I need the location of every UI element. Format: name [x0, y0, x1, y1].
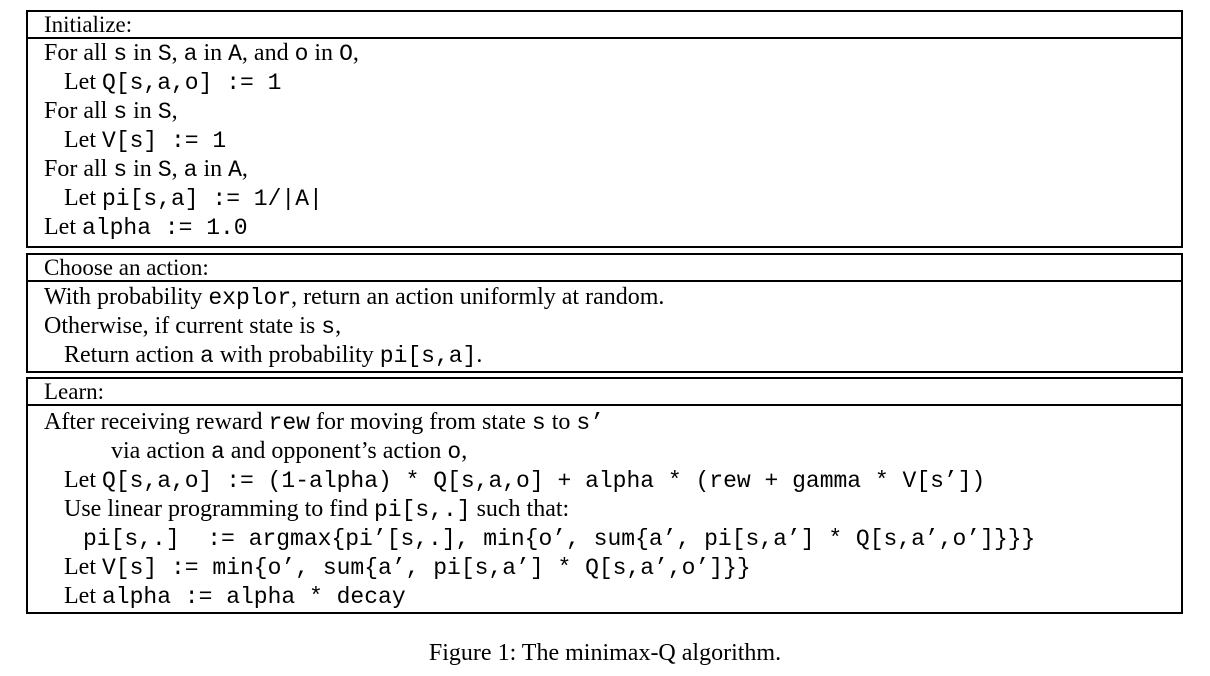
code-token: a	[183, 41, 198, 67]
code-line: Let V[s] := min{o’, sum{a’, pi[s,a’] * Q…	[64, 553, 751, 583]
section-header: Choose an action:	[28, 255, 1181, 282]
code-token: s	[113, 41, 128, 67]
initialize-section: Initialize: For all s in S, a in A, and …	[26, 10, 1183, 248]
text-token: ,	[171, 98, 178, 124]
code-line: Let alpha := 1.0	[44, 213, 248, 243]
section-header: Initialize:	[28, 12, 1181, 39]
code-token: pi[s,a]	[379, 343, 477, 369]
text-token: Let	[64, 583, 102, 609]
text-token: Let	[64, 69, 102, 95]
text-token: Use linear programming to find	[64, 496, 374, 522]
code-token: s	[531, 410, 546, 436]
code-token: pi[s,.] := argmax{pi’[s,.], min{o’, sum{…	[83, 526, 1036, 552]
text-token: with probability	[213, 342, 380, 368]
text-token: For all	[44, 98, 114, 124]
text-token: such that:	[470, 496, 570, 522]
code-token: s	[113, 157, 128, 183]
text-token: in	[127, 98, 158, 124]
code-token: o	[447, 439, 462, 465]
text-token: Let	[64, 554, 102, 580]
text-token: Otherwise, if current state is	[44, 313, 322, 339]
code-line: For all s in S, a in A, and o in O,	[44, 39, 359, 69]
text-token: for moving from state	[309, 409, 532, 435]
text-token: For all	[44, 156, 114, 182]
code-token: explor	[208, 285, 292, 311]
text-token: Let	[64, 467, 102, 493]
code-line: Let V[s] := 1	[64, 126, 226, 156]
code-line: Let Q[s,a,o] := 1	[64, 68, 281, 98]
text-token: in	[197, 40, 229, 66]
text-token: Let	[44, 214, 82, 240]
code-line: Otherwise, if current state is s,	[44, 312, 341, 342]
code-token: a	[210, 439, 225, 465]
text-token: via action	[111, 438, 211, 464]
code-token: s	[321, 314, 336, 340]
text-token: , return an action uniformly at random.	[291, 284, 665, 310]
text-token: and opponent’s action	[224, 438, 448, 464]
text-token: After receiving reward	[44, 409, 269, 435]
code-line: pi[s,.] := argmax{pi’[s,.], min{o’, sum{…	[83, 524, 1035, 554]
code-line: Return action a with probability pi[s,a]…	[64, 341, 482, 371]
text-token: ,	[335, 313, 342, 339]
code-line: For all s in S, a in A,	[44, 155, 248, 185]
choose-action-section: Choose an action: With probability explo…	[26, 253, 1183, 373]
text-token: For all	[44, 40, 114, 66]
figure-caption: Figure 1: The minimax-Q algorithm.	[428, 640, 782, 666]
code-token: S	[157, 41, 172, 67]
text-token: ,	[352, 40, 359, 66]
code-line: Let Q[s,a,o] := (1-alpha) * Q[s,a,o] + a…	[64, 466, 985, 496]
code-token: V[s] := 1	[101, 128, 227, 154]
text-token: in	[127, 40, 158, 66]
text-token: ,	[171, 40, 184, 66]
code-token: s’	[576, 410, 605, 436]
code-line: After receiving reward rew for moving fr…	[44, 408, 604, 438]
text-token: ,	[461, 438, 468, 464]
text-token: , and	[241, 40, 295, 66]
code-token: pi[s,.]	[373, 497, 471, 523]
code-token: Q[s,a,o] := (1-alpha) * Q[s,a,o] + alpha…	[101, 468, 986, 494]
text-token: to	[545, 409, 577, 435]
code-token: alpha := 1.0	[81, 215, 248, 241]
text-token: Let	[64, 127, 102, 153]
code-token: s	[113, 99, 128, 125]
text-token: .	[476, 342, 483, 368]
code-token: V[s] := min{o’, sum{a’, pi[s,a’] * Q[s,a…	[101, 555, 751, 581]
code-token: alpha := alpha * decay	[101, 584, 406, 610]
code-token: a	[183, 157, 198, 183]
learn-section: Learn: After receiving reward rew for mo…	[26, 377, 1183, 614]
text-token: Return action	[64, 342, 200, 368]
code-token: rew	[268, 410, 310, 436]
text-token: in	[308, 40, 340, 66]
code-line: For all s in S,	[44, 97, 178, 127]
code-token: Q[s,a,o] := 1	[101, 70, 282, 96]
code-token: O	[339, 41, 353, 67]
text-token: Let	[64, 185, 102, 211]
code-token: S	[157, 99, 172, 125]
code-token: A	[228, 41, 242, 67]
code-line: Use linear programming to find pi[s,.] s…	[64, 495, 569, 525]
code-token: A	[228, 157, 242, 183]
text-token: With probability	[44, 284, 209, 310]
section-header: Learn:	[28, 379, 1181, 406]
code-token: o	[294, 41, 309, 67]
code-line: via action a and opponent’s action o,	[111, 437, 467, 467]
code-line: With probability explor, return an actio…	[44, 283, 664, 313]
text-token: in	[127, 156, 158, 182]
code-token: S	[157, 157, 172, 183]
code-line: Let alpha := alpha * decay	[64, 582, 406, 612]
code-token: pi[s,a] := 1/|A|	[101, 186, 323, 212]
text-token: ,	[171, 156, 184, 182]
code-line: Let pi[s,a] := 1/|A|	[64, 184, 323, 214]
code-token: a	[199, 343, 214, 369]
text-token: ,	[241, 156, 248, 182]
text-token: in	[197, 156, 229, 182]
